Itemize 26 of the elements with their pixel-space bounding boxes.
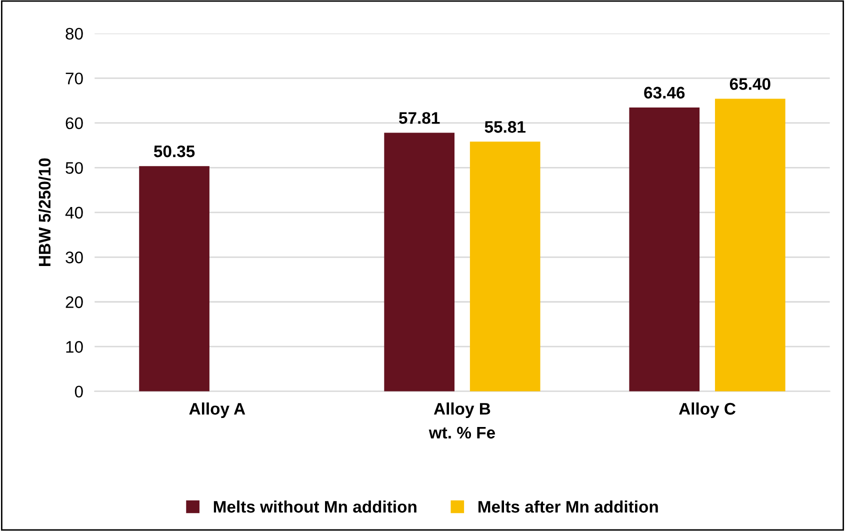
bar — [139, 166, 210, 392]
data-label: 55.81 — [484, 121, 526, 133]
y-tick-label: 50 — [66, 162, 83, 174]
x-tick-label: Alloy A — [189, 402, 246, 418]
y-tick-label: 80 — [66, 28, 83, 40]
y-tick-label: 70 — [66, 72, 83, 84]
data-label: 57.81 — [398, 112, 440, 124]
y-tick-label: 10 — [66, 341, 83, 353]
bar — [384, 132, 454, 392]
x-tick-label: Alloy C — [678, 402, 736, 418]
bar — [470, 142, 540, 392]
y-tick-label: 40 — [65, 206, 83, 219]
y-tick-label: 20 — [66, 296, 83, 308]
x-axis-title: wt. % Fe — [428, 426, 495, 439]
data-label: 63.46 — [644, 86, 685, 99]
x-tick-label: Alloy B — [434, 402, 490, 418]
legend-label: Melts after Mn addition — [478, 500, 658, 513]
data-label: 65.40 — [730, 78, 770, 90]
bar — [714, 98, 786, 392]
y-tick-label: 30 — [66, 252, 83, 264]
data-label: 50.35 — [154, 145, 195, 158]
y-tick-label: 0 — [74, 386, 83, 398]
bar — [629, 107, 700, 392]
y-axis-title: HBW 5/250/10 — [38, 158, 51, 266]
y-tick-label: 60 — [66, 117, 83, 130]
legend-label: Melts without Mn addition — [214, 500, 416, 513]
